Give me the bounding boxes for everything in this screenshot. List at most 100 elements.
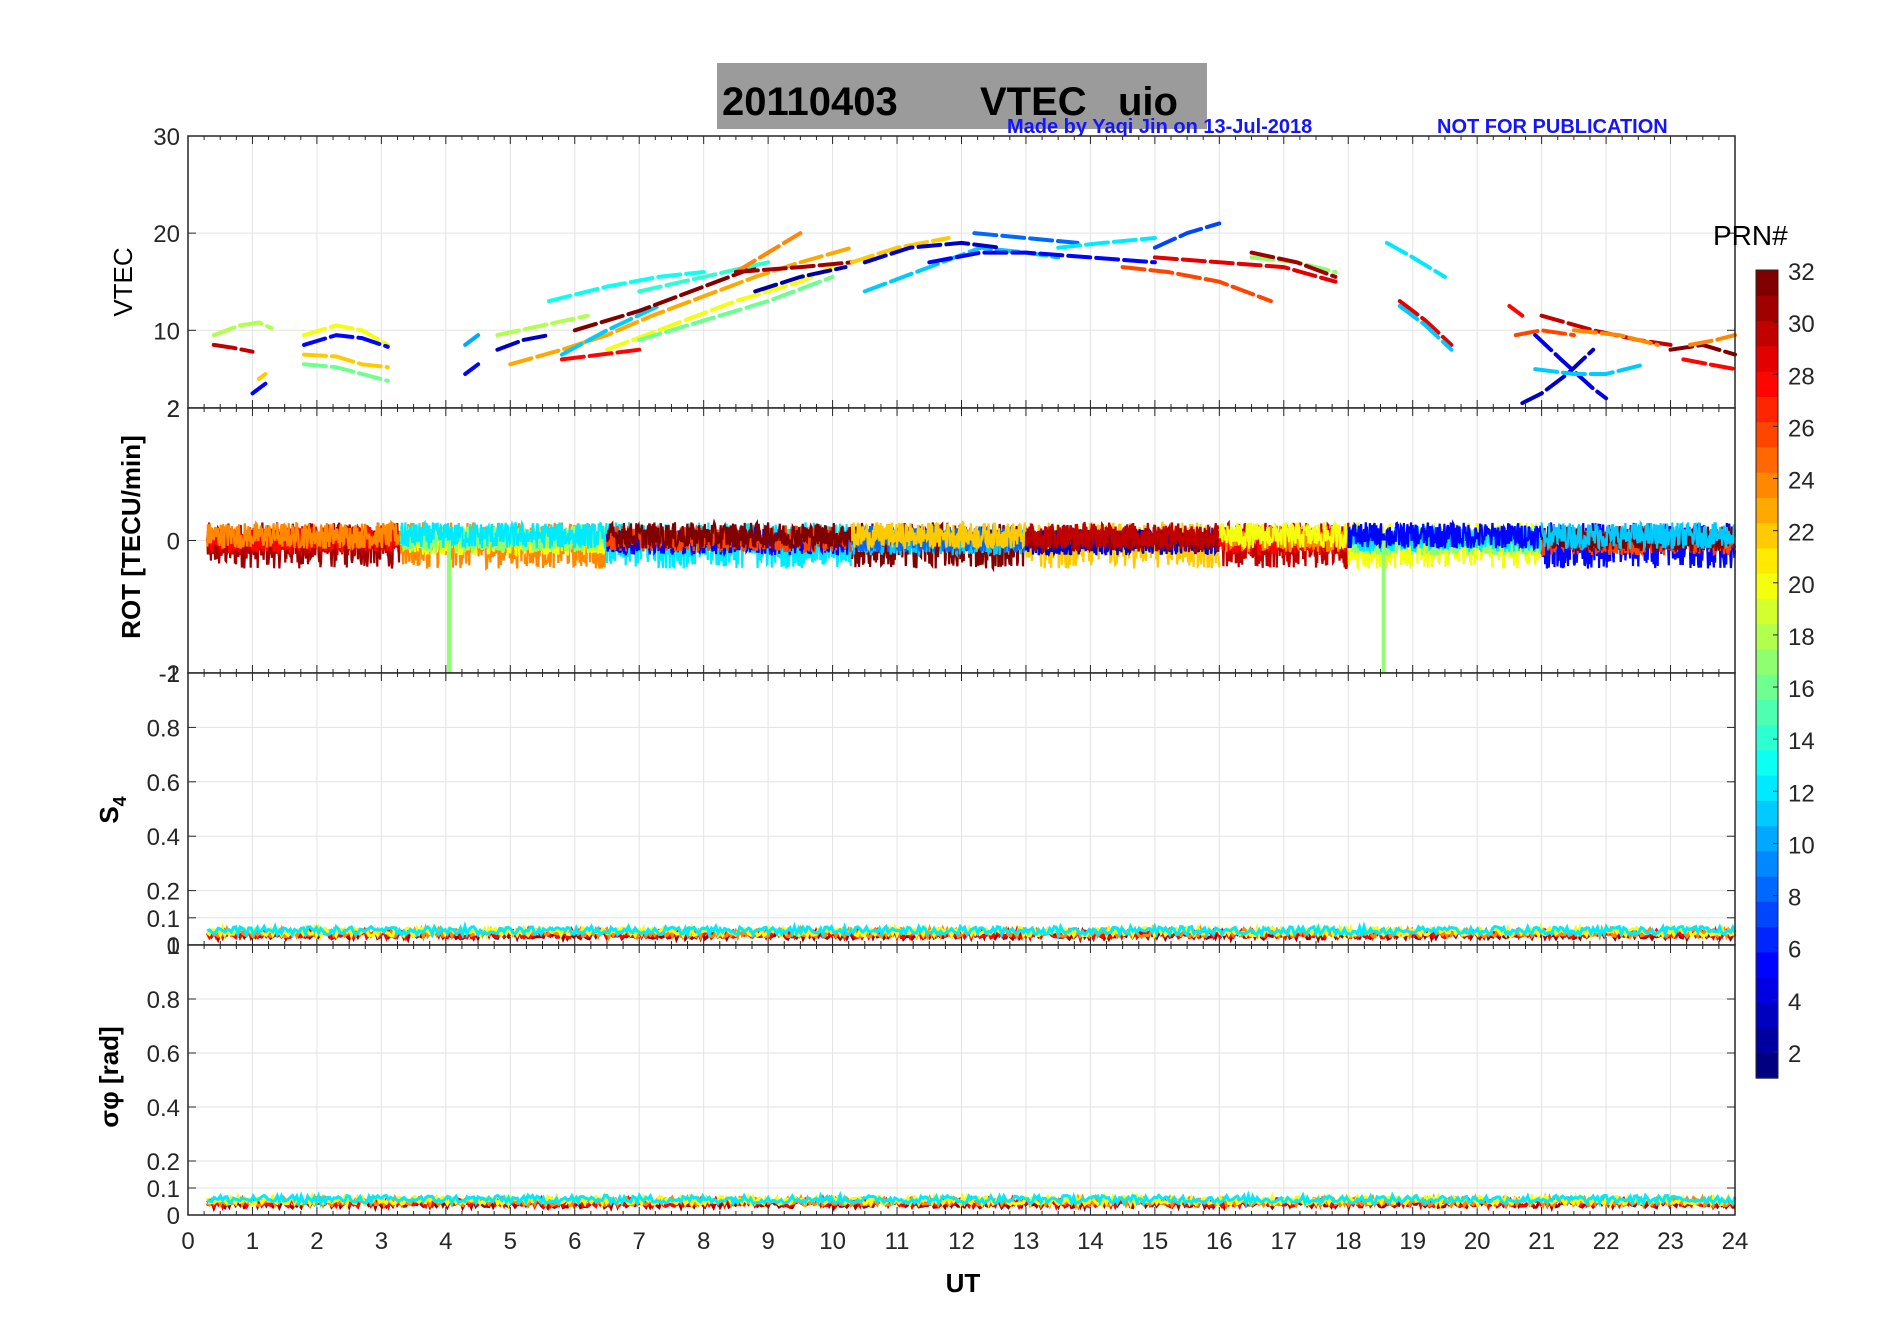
- colorbar-label: PRN#: [1713, 220, 1788, 251]
- vtec-series-prn-32: [572, 265, 758, 333]
- vtec-y-tick-label: 2: [167, 396, 180, 423]
- colorbar-tick-label: 14: [1788, 728, 1815, 755]
- colorbar-swatch: [1756, 749, 1778, 776]
- vtec-series-prn-30: [211, 342, 255, 354]
- s4-y-tick-label: 0.4: [147, 824, 180, 851]
- title-date: 20110403: [722, 80, 898, 124]
- vtec-series-prn-28: [1507, 304, 1525, 318]
- sigma_phi-panel: 00.10.20.40.60.81: [147, 933, 1737, 1230]
- credit-note: Made by Yaqi Jin on 13-Jul-2018: [1007, 116, 1312, 138]
- rot-trace-prn-22: [850, 519, 1028, 553]
- colorbar-tick-label: 16: [1788, 676, 1815, 703]
- x-tick-label: 11: [885, 1228, 910, 1255]
- vtec-series-prn-22: [302, 352, 390, 370]
- x-tick-label: 2: [310, 1228, 323, 1255]
- vtec-series-prn-3: [495, 333, 551, 352]
- colorbar-tick-label: 2: [1788, 1041, 1801, 1068]
- vtec-series-prn-26: [1120, 265, 1273, 304]
- colorbar-tick-label: 20: [1788, 572, 1815, 599]
- colorbar-swatch: [1756, 1002, 1778, 1029]
- x-tick-label: 5: [504, 1228, 517, 1255]
- vtec-series-prn-5: [927, 250, 1157, 265]
- colorbar-swatch: [1756, 699, 1778, 726]
- vtec-series-prn-13: [547, 270, 706, 304]
- x-tick-label: 7: [633, 1228, 646, 1255]
- colorbar-tick-label: 28: [1788, 363, 1815, 390]
- sigma_phi-axes-box: [187, 944, 1736, 1216]
- vtec-series-prn-29: [1397, 299, 1454, 347]
- colorbar-tick-label: 26: [1788, 415, 1815, 442]
- vtec-series-prn-24: [733, 231, 803, 274]
- vtec-series-prn-28: [559, 347, 642, 362]
- vtec-series-prn-28: [1681, 357, 1737, 372]
- colorbar-swatch: [1756, 320, 1778, 347]
- colorbar-tick-label: 6: [1788, 937, 1801, 964]
- x-tick-label: 17: [1270, 1228, 1297, 1255]
- x-tick-label: 19: [1399, 1228, 1426, 1255]
- colorbar-swatch: [1756, 825, 1778, 852]
- x-tick-label: 24: [1722, 1228, 1749, 1255]
- vtec-series-prn-22: [256, 372, 268, 381]
- rot-trace-prn-5: [1347, 519, 1543, 552]
- colorbar-tick-label: 18: [1788, 624, 1815, 651]
- colorbar-swatch: [1756, 497, 1778, 524]
- x-tick-label: 6: [568, 1228, 581, 1255]
- vtec-series-prn-32: [1668, 342, 1737, 357]
- s4-y-tick-label: 0.2: [147, 879, 180, 906]
- rot-y-tick-label: -2: [159, 661, 180, 688]
- vtec-series-prn-20: [605, 265, 835, 352]
- sigma_phi-y-tick-label: 0.4: [147, 1095, 180, 1122]
- s4-ylabel-subscript: 4: [110, 796, 130, 806]
- vtec-series-prn-5: [463, 362, 481, 376]
- colorbar-swatch: [1756, 674, 1778, 700]
- vtec-ylabel: VTEC: [108, 247, 138, 316]
- colorbar-swatch: [1756, 724, 1778, 751]
- vtec-y-tick-label: 30: [153, 124, 180, 151]
- colorbar-tick-label: 8: [1788, 885, 1801, 912]
- vtec-series-prn-7: [1152, 221, 1222, 250]
- vtec-series-prn-18: [211, 320, 274, 338]
- rot-trace-prn-32: [606, 518, 853, 553]
- vtec-series-prn-3: [862, 240, 1003, 265]
- vtec-panel: 2 10 20 30: [153, 124, 1737, 423]
- x-tick-label: 16: [1206, 1228, 1233, 1255]
- vtec-series-prn-31: [1249, 250, 1338, 279]
- colorbar-swatch: [1756, 371, 1778, 397]
- rot-trace-prn-20: [1218, 519, 1350, 551]
- x-axis-label: UT: [946, 1268, 981, 1298]
- x-tick-label: 13: [1013, 1228, 1040, 1255]
- x-tick-label: 14: [1077, 1228, 1104, 1255]
- colorbar-swatch: [1756, 623, 1778, 650]
- vtec-series-prn-11: [862, 245, 1061, 294]
- x-tick-label: 0: [181, 1228, 194, 1255]
- vtec-series-prn-2: [753, 265, 848, 294]
- vtec-series-prn-24: [1687, 333, 1737, 347]
- vtec-series-prn-22: [849, 236, 951, 265]
- rot-y-tick-label: 2: [167, 396, 180, 423]
- title-box: [717, 63, 1207, 129]
- title-quantity: VTEC: [980, 80, 1087, 124]
- vtec-y-tick-label: 20: [153, 221, 180, 248]
- colorbar-swatch: [1756, 573, 1778, 599]
- vtec-series-prn-16: [302, 362, 390, 383]
- x-tick-label: 20: [1464, 1228, 1491, 1255]
- vtec-series-prn-24: [1571, 328, 1660, 347]
- s4-y-tick-label: 0.8: [147, 715, 180, 742]
- vtec-series-prn-10: [463, 333, 481, 347]
- x-tick-label: 4: [439, 1228, 452, 1255]
- colorbar-swatch: [1756, 1052, 1778, 1079]
- vtec-series-prn-11: [1397, 304, 1454, 352]
- rot-ylabel: ROT [TECU/min]: [116, 435, 146, 639]
- colorbar-tick-label: 4: [1788, 989, 1801, 1016]
- colorbar-swatch: [1756, 977, 1778, 1003]
- sigma_phi-trace-prn-12: [206, 1190, 1737, 1209]
- colorbar-swatch: [1756, 951, 1778, 978]
- s4-panel: 00.10.2 0.4 0.6 0.8 1: [147, 661, 1737, 960]
- colorbar-swatch: [1756, 472, 1778, 498]
- rot-trace-prn-30: [1218, 519, 1350, 569]
- sigma_phi-y-tick-label: 0: [167, 1203, 180, 1230]
- s4-y-tick-label: 0.6: [147, 770, 180, 797]
- colorbar-swatch: [1756, 1027, 1778, 1054]
